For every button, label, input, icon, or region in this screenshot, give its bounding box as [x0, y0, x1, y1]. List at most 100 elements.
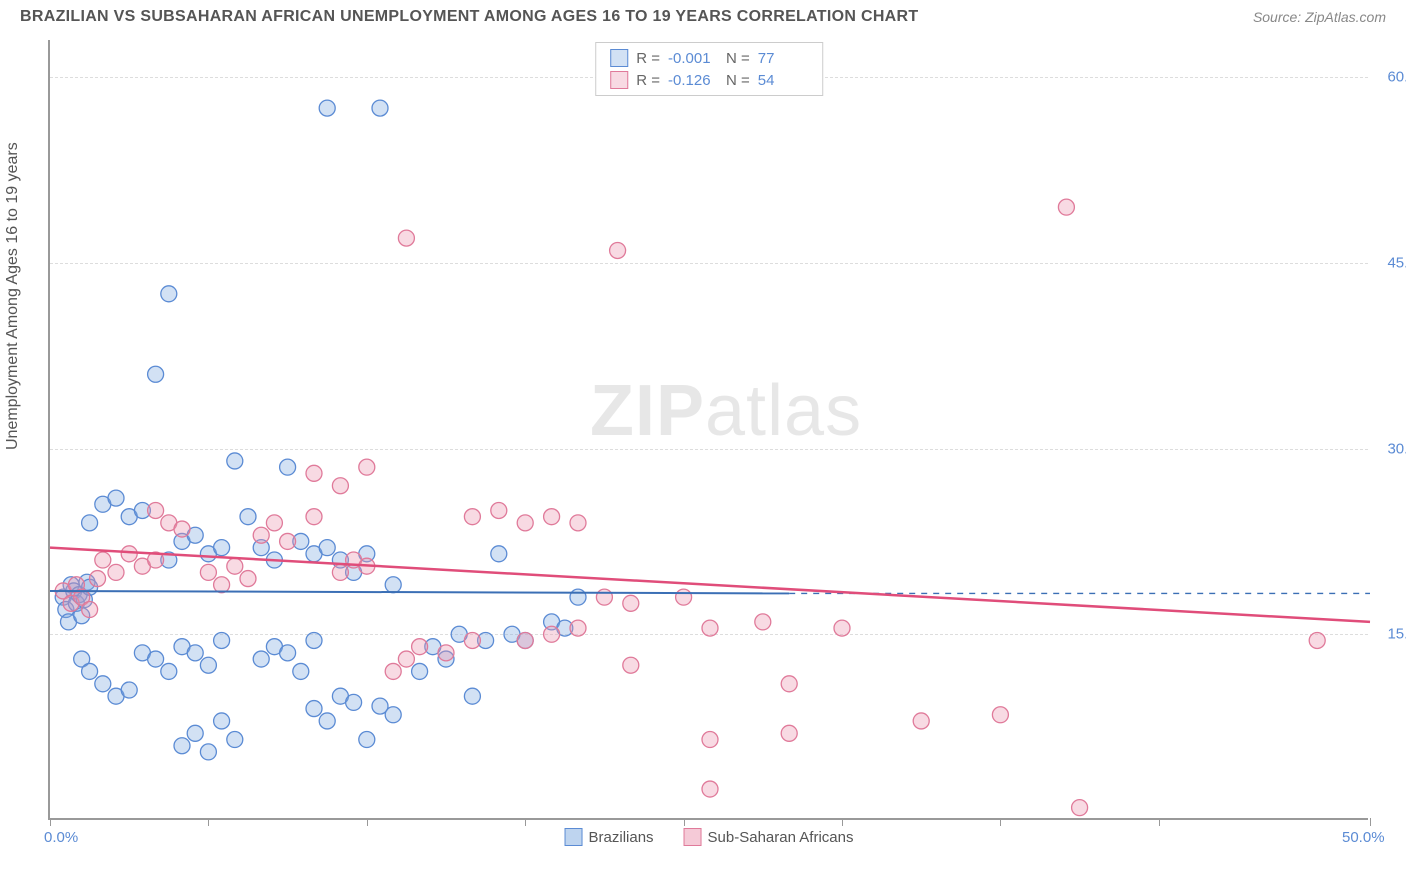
data-point [266, 515, 282, 531]
data-point [174, 738, 190, 754]
data-point [108, 564, 124, 580]
data-point [412, 639, 428, 655]
data-point [82, 663, 98, 679]
data-point [200, 657, 216, 673]
legend-swatch [684, 828, 702, 846]
data-point [240, 571, 256, 587]
y-tick-label: 15.0% [1387, 626, 1406, 643]
data-point [148, 651, 164, 667]
data-point [306, 509, 322, 525]
data-point [702, 620, 718, 636]
n-label: N = [726, 72, 750, 89]
data-point [187, 725, 203, 741]
data-point [372, 100, 388, 116]
r-value: -0.126 [668, 72, 718, 89]
data-point [148, 502, 164, 518]
data-point [346, 694, 362, 710]
data-point [108, 490, 124, 506]
data-point [385, 707, 401, 723]
data-point [570, 515, 586, 531]
data-point [517, 515, 533, 531]
data-point [359, 732, 375, 748]
data-point [913, 713, 929, 729]
x-tick-label: 0.0% [44, 829, 78, 846]
data-point [570, 589, 586, 605]
source-label: Source: ZipAtlas.com [1253, 9, 1386, 25]
data-point [227, 558, 243, 574]
data-point [253, 527, 269, 543]
scatter-plot: ZIPatlas 15.0%30.0%45.0%60.0%0.0%50.0%R … [48, 40, 1368, 820]
legend-swatch [610, 71, 628, 89]
plot-svg [50, 40, 1370, 820]
data-point [359, 459, 375, 475]
chart-title: BRAZILIAN VS SUBSAHARAN AFRICAN UNEMPLOY… [20, 8, 918, 26]
data-point [148, 366, 164, 382]
data-point [702, 781, 718, 797]
data-point [385, 663, 401, 679]
y-tick-label: 60.0% [1387, 69, 1406, 86]
correlation-legend: R = -0.001 N = 77 R = -0.126 N = 54 [595, 42, 823, 96]
data-point [82, 515, 98, 531]
data-point [1309, 632, 1325, 648]
title-bar: BRAZILIAN VS SUBSAHARAN AFRICAN UNEMPLOY… [0, 0, 1406, 30]
series-legend: Brazilians Sub-Saharan Africans [565, 828, 854, 846]
legend-item: Sub-Saharan Africans [684, 828, 854, 846]
data-point [253, 651, 269, 667]
correlation-legend-row: R = -0.126 N = 54 [610, 69, 808, 91]
data-point [544, 509, 560, 525]
data-point [676, 589, 692, 605]
data-point [398, 230, 414, 246]
legend-swatch [565, 828, 583, 846]
y-tick-label: 45.0% [1387, 254, 1406, 271]
data-point [161, 286, 177, 302]
data-point [82, 602, 98, 618]
correlation-legend-row: R =-0.001N =77 [610, 47, 808, 69]
data-point [781, 725, 797, 741]
data-point [306, 465, 322, 481]
data-point [398, 651, 414, 667]
data-point [781, 676, 797, 692]
x-tick [1370, 818, 1371, 826]
data-point [610, 242, 626, 258]
data-point [412, 663, 428, 679]
data-point [385, 577, 401, 593]
data-point [121, 546, 137, 562]
data-point [306, 701, 322, 717]
data-point [464, 509, 480, 525]
data-point [306, 632, 322, 648]
n-value: 54 [758, 72, 808, 89]
legend-label: Sub-Saharan Africans [708, 829, 854, 846]
data-point [214, 577, 230, 593]
data-point [332, 478, 348, 494]
data-point [187, 645, 203, 661]
n-value: 77 [758, 50, 808, 67]
data-point [464, 688, 480, 704]
data-point [174, 521, 190, 537]
y-tick-label: 30.0% [1387, 440, 1406, 457]
data-point [834, 620, 850, 636]
x-tick-label: 50.0% [1342, 829, 1385, 846]
data-point [596, 589, 612, 605]
data-point [491, 502, 507, 518]
n-label: N = [726, 50, 750, 67]
data-point [570, 620, 586, 636]
legend-swatch [610, 49, 628, 67]
data-point [623, 595, 639, 611]
data-point [293, 663, 309, 679]
data-point [992, 707, 1008, 723]
data-point [240, 509, 256, 525]
data-point [227, 732, 243, 748]
data-point [161, 663, 177, 679]
data-point [464, 632, 480, 648]
chart-wrap: Unemployment Among Ages 16 to 19 years Z… [0, 30, 1406, 880]
data-point [319, 540, 335, 556]
data-point [702, 732, 718, 748]
data-point [755, 614, 771, 630]
legend-item: Brazilians [565, 828, 654, 846]
data-point [319, 100, 335, 116]
data-point [227, 453, 243, 469]
r-value: -0.001 [668, 50, 718, 67]
data-point [214, 632, 230, 648]
data-point [95, 552, 111, 568]
r-label: R = [636, 72, 660, 89]
